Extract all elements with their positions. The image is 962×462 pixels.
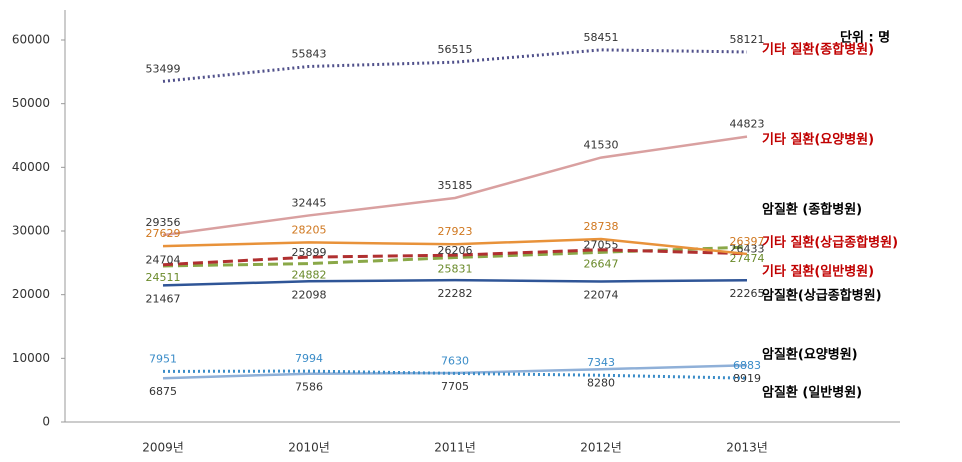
y-tick-label: 50000	[12, 96, 50, 110]
data-label: 24704	[146, 254, 181, 267]
data-label: 24511	[146, 271, 181, 284]
data-label: 41530	[584, 139, 619, 152]
data-label: 58121	[730, 33, 765, 46]
series-line	[162, 237, 748, 256]
series-name: 기타 질환(일반병원)	[762, 264, 874, 280]
data-label: 22265	[730, 287, 765, 300]
data-label: 27474	[730, 252, 765, 265]
data-label: 24882	[292, 269, 327, 282]
series-name: 암질환 (일반병원)	[762, 385, 862, 401]
data-label: 44823	[730, 118, 765, 131]
data-label: 27923	[438, 225, 473, 238]
series-line	[162, 248, 748, 267]
data-label: 7994	[295, 352, 323, 365]
data-label: 6875	[149, 385, 177, 398]
series-line	[162, 363, 748, 380]
y-tick-label: 10000	[12, 351, 50, 365]
data-label: 22074	[584, 288, 619, 301]
y-tick-label: 30000	[12, 224, 50, 238]
data-label: 53499	[146, 62, 181, 75]
data-label: 22282	[438, 287, 473, 300]
data-label: 8919	[733, 372, 761, 385]
series-name: 기타 질환(종합병원)	[762, 42, 874, 58]
data-label: 32445	[292, 196, 327, 209]
data-label: 21467	[146, 292, 181, 305]
data-label: 56515	[438, 43, 473, 56]
data-label: 7951	[149, 352, 177, 365]
data-label: 26206	[438, 244, 473, 257]
data-label: 26397	[730, 235, 765, 248]
y-tick-label: 20000	[12, 287, 50, 301]
x-tick-label: 2010년	[288, 441, 330, 455]
unit-label: 단위 : 명	[840, 30, 890, 46]
series-name: 암질환(상급종합병원)	[762, 288, 882, 304]
data-label: 28738	[584, 220, 619, 233]
series-name: 기타 질환(상급종합병원)	[762, 235, 898, 251]
data-label: 28205	[292, 223, 327, 236]
data-label: 55843	[292, 47, 327, 60]
series-name: 암질환 (종합병원)	[762, 202, 862, 218]
y-tick-label: 40000	[12, 160, 50, 174]
data-label: 25899	[292, 246, 327, 259]
data-label: 25831	[438, 263, 473, 276]
data-label: 35185	[438, 179, 473, 192]
series-line	[162, 278, 748, 287]
data-label: 58451	[584, 31, 619, 44]
data-label: 8280	[587, 376, 615, 389]
y-tick-label: 60000	[12, 33, 50, 47]
series-line	[162, 369, 748, 380]
x-tick-label: 2013년	[726, 441, 768, 455]
data-label: 27055	[584, 239, 619, 252]
series-line	[162, 135, 748, 237]
series-name: 기타 질환(요양병원)	[762, 132, 874, 148]
x-tick-label: 2011년	[434, 441, 476, 455]
data-label: 7630	[441, 354, 469, 367]
y-tick-label: 0	[42, 415, 50, 429]
data-label: 29356	[146, 216, 181, 229]
data-label: 6883	[733, 359, 761, 372]
data-label: 22098	[292, 288, 327, 301]
series-name: 암질환(요양병원)	[762, 347, 858, 363]
x-tick-label: 2012년	[580, 441, 622, 455]
data-label: 27629	[146, 227, 181, 240]
data-label: 7343	[587, 356, 615, 369]
data-label: 7586	[295, 381, 323, 394]
x-tick-label: 2009년	[142, 441, 184, 455]
data-label: 7705	[441, 380, 469, 393]
data-label: 26647	[584, 257, 619, 270]
